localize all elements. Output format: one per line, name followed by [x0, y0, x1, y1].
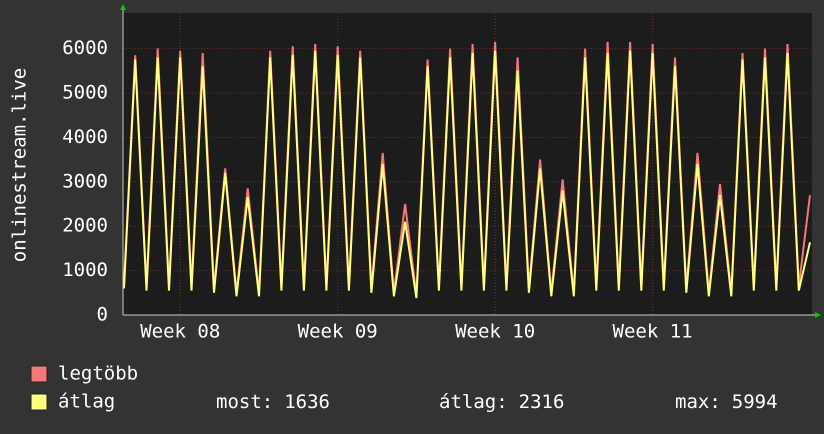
y-tick-label: 0: [97, 304, 108, 326]
y-tick-label: 1000: [62, 259, 108, 281]
x-tick-label: Week 09: [298, 321, 378, 343]
y-tick-label: 2000: [62, 215, 108, 237]
y-tick-label: 6000: [62, 37, 108, 59]
stat-value: 2316: [519, 391, 565, 413]
x-tick-label: Week 11: [613, 321, 693, 343]
x-tick-label: Week 10: [455, 321, 535, 343]
legend-label: legtöbb: [58, 363, 138, 385]
legend-swatch: [30, 365, 48, 383]
stat-value: 1636: [284, 391, 330, 413]
stat: átlag: 2316: [439, 391, 564, 413]
stat-label: most:: [216, 391, 273, 413]
legend-swatch: [30, 393, 48, 411]
x-tick-label: Week 08: [140, 321, 220, 343]
stat-value: 5994: [732, 391, 778, 413]
stat-label: max:: [675, 391, 721, 413]
y-tick-label: 3000: [62, 170, 108, 192]
y-tick-label: 5000: [62, 81, 108, 103]
legend-label: átlag: [58, 391, 115, 413]
series-line: [123, 50, 811, 299]
x-arrow: [815, 312, 821, 318]
y-axis-label: onlinestream.live: [9, 68, 31, 262]
stat: most: 1636: [216, 391, 330, 413]
stat-label: átlag:: [439, 391, 508, 413]
y-arrow: [120, 4, 126, 10]
stat: max: 5994: [675, 391, 778, 413]
y-tick-label: 4000: [62, 126, 108, 148]
